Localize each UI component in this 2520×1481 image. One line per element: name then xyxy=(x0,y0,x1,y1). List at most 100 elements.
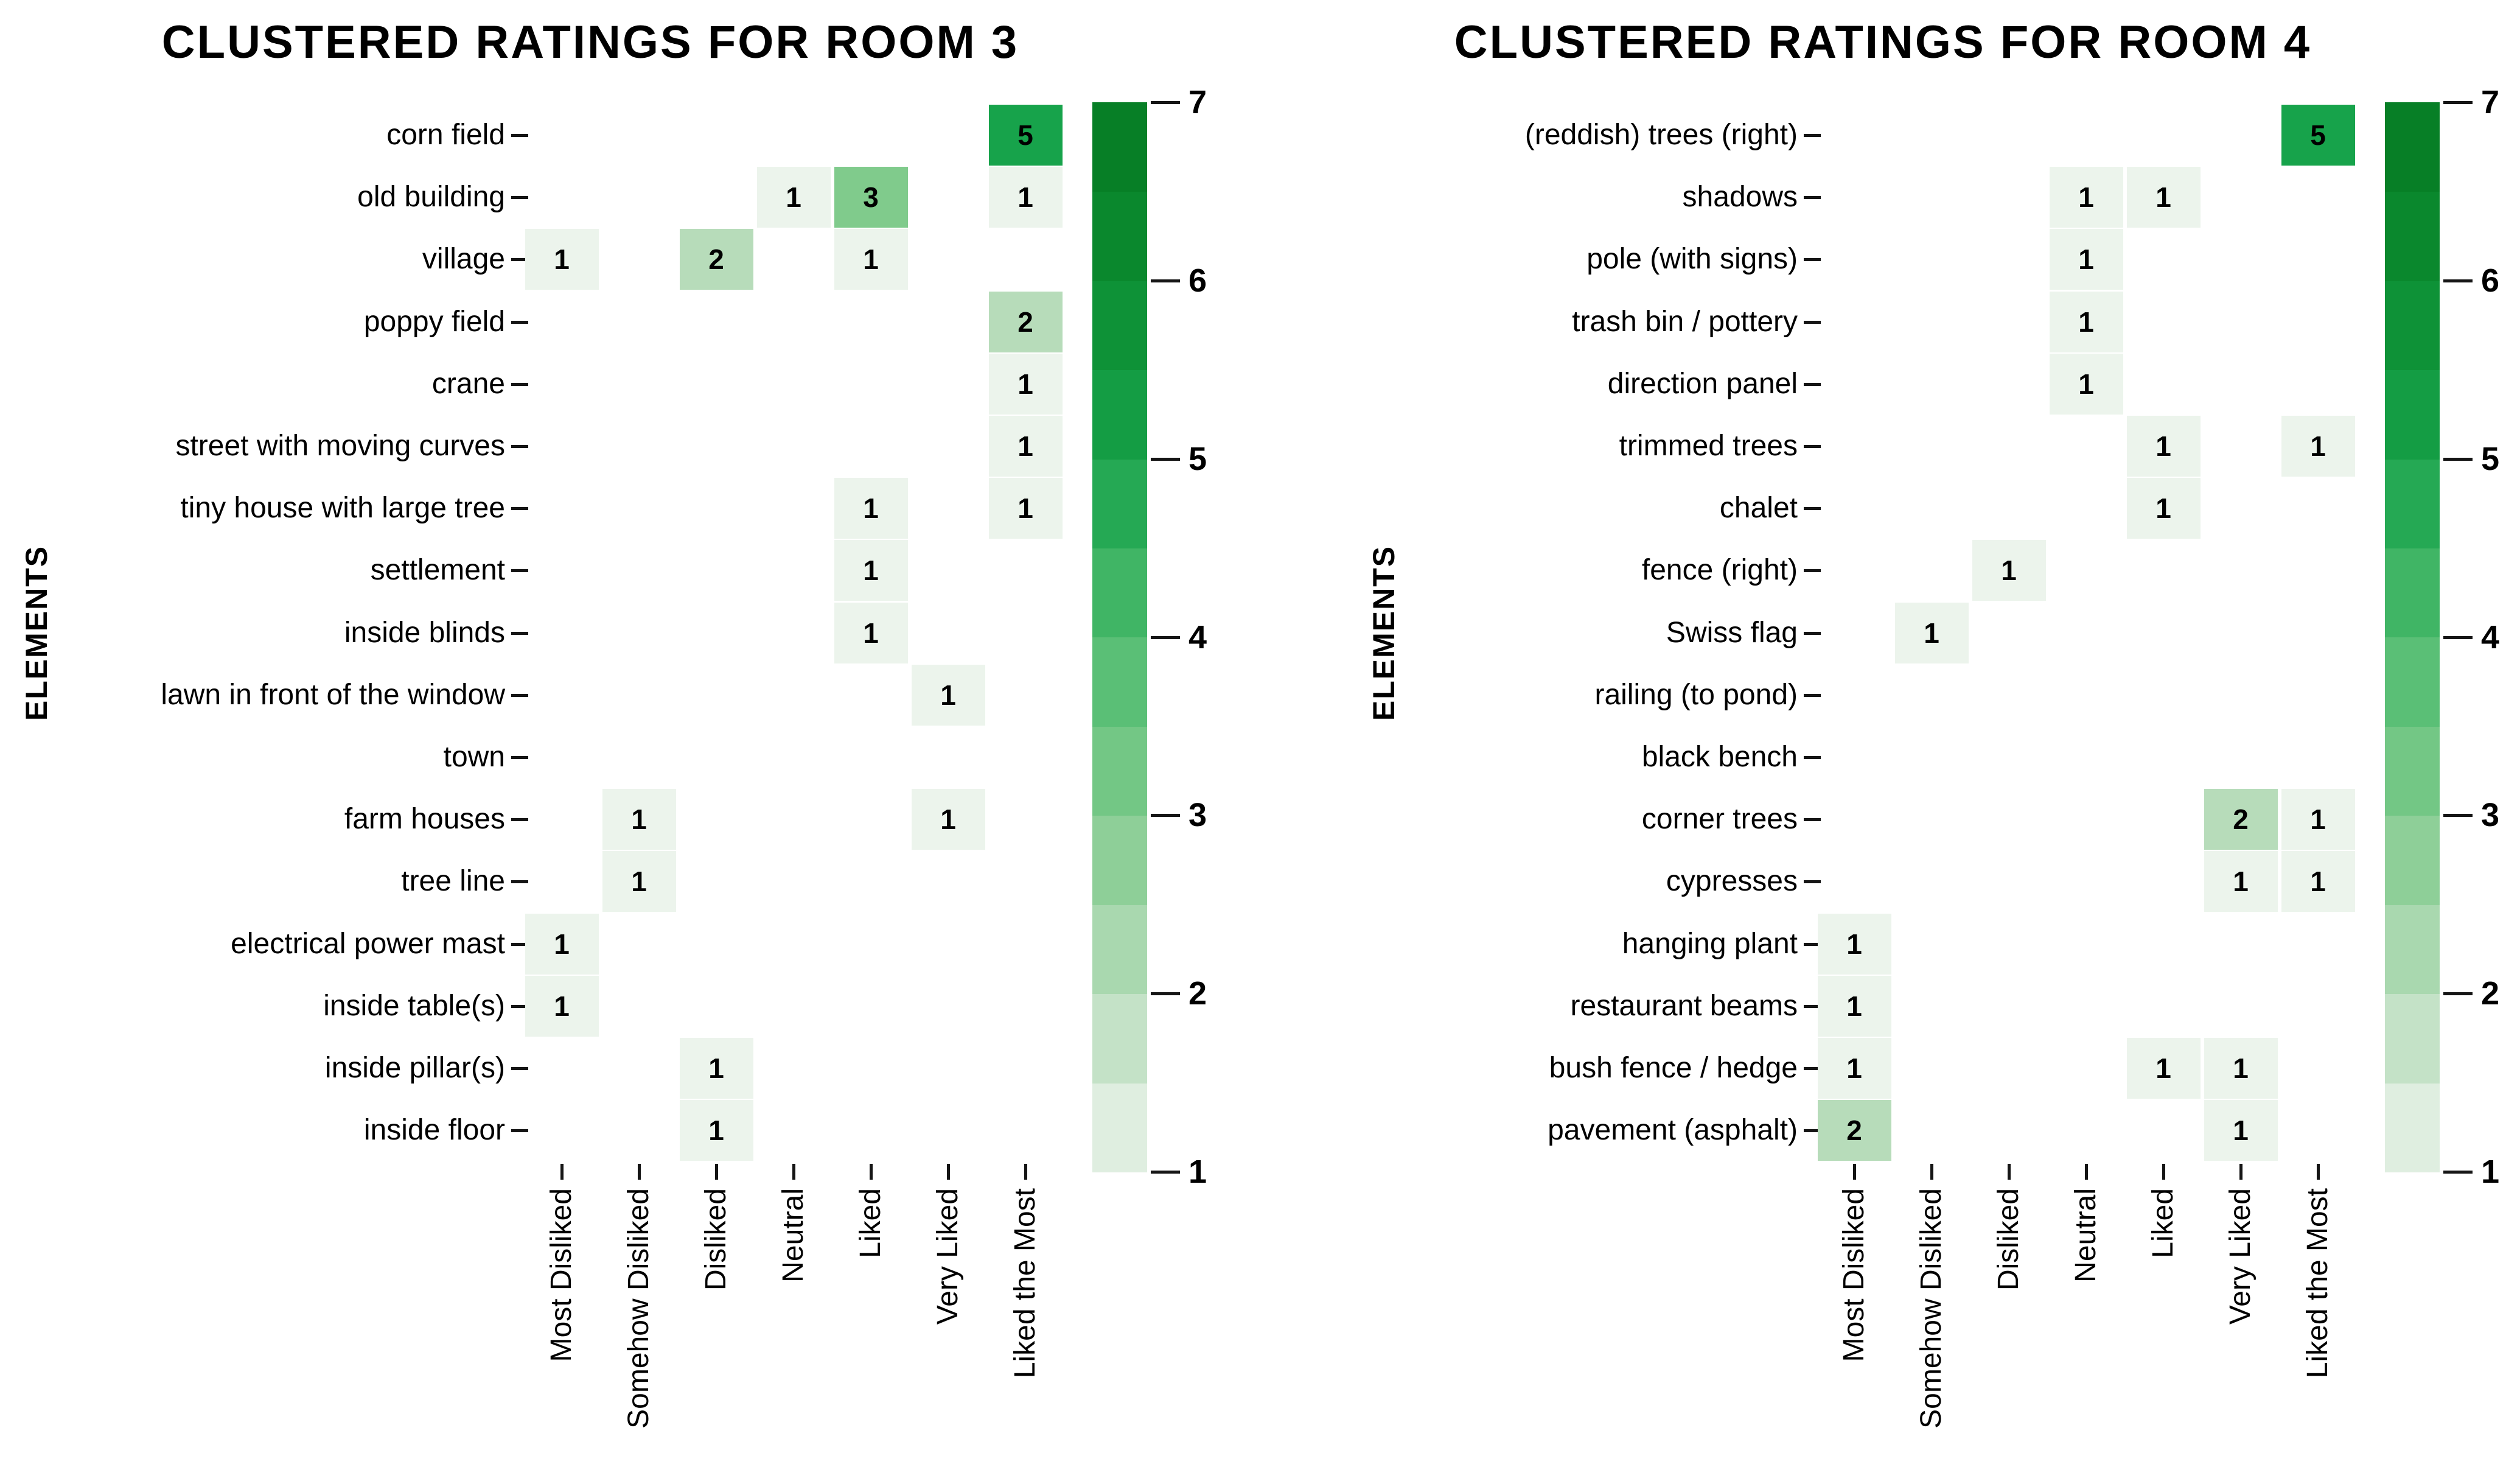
colorbar-tick-label: 5 xyxy=(1188,440,1207,477)
row-label: restaurant beams xyxy=(1570,989,1798,1022)
y-tick-mark xyxy=(1804,445,1821,448)
x-tick-mark xyxy=(870,1164,873,1180)
x-tick-mark xyxy=(2317,1164,2320,1180)
colorbar-tick-label: 1 xyxy=(1188,1154,1207,1190)
y-tick-mark xyxy=(511,942,528,946)
colorbar-tick-mark xyxy=(1151,814,1180,818)
colorbar-band xyxy=(1092,993,1147,1084)
heatmap-cell: 1 xyxy=(2126,1038,2201,1099)
colorbar-band xyxy=(2385,280,2440,371)
plot-area: corn field old building village poppy field… xyxy=(0,0,1227,1481)
heatmap-cell: 1 xyxy=(834,478,908,539)
row-label: crane xyxy=(431,367,505,400)
row-label: trash bin / pottery xyxy=(1572,305,1798,338)
heatmap-cell: 3 xyxy=(834,167,908,228)
row-label: direction panel xyxy=(1607,367,1798,400)
colorbar-tick-label: 3 xyxy=(2481,797,2500,834)
row-label: bush fence / hedge xyxy=(1549,1052,1798,1084)
x-tick-mark xyxy=(2239,1164,2243,1180)
x-tick-label: Most Disliked xyxy=(545,1188,578,1362)
colorbar-band xyxy=(1092,815,1147,905)
row-label: inside blinds xyxy=(344,616,505,649)
row-label: Swiss flag xyxy=(1666,616,1798,649)
heatmap-cell: 1 xyxy=(1817,913,1891,975)
colorbar-tick-mark xyxy=(2443,279,2473,282)
heatmap-cell: 1 xyxy=(756,167,831,228)
y-tick-mark xyxy=(511,382,528,386)
x-tick-mark xyxy=(1930,1164,1933,1180)
colorbar-tick-label: 7 xyxy=(1188,84,1207,121)
colorbar-tick-label: 2 xyxy=(1188,975,1207,1012)
colorbar-band xyxy=(2385,548,2440,638)
heatmap-cell: 2 xyxy=(679,229,753,290)
row-label: chalet xyxy=(1719,492,1798,525)
colorbar-tick-mark xyxy=(1151,992,1180,996)
colorbar-tick-label: 1 xyxy=(2481,1154,2500,1190)
colorbar-band xyxy=(2385,726,2440,816)
colorbar-tick-label: 6 xyxy=(1188,262,1207,299)
row-label: fence (right) xyxy=(1641,554,1798,587)
heatmap-cell: 5 xyxy=(988,105,1063,166)
row-label: inside floor xyxy=(363,1114,505,1147)
y-tick-mark xyxy=(511,880,528,884)
heatmap-cell: 1 xyxy=(2126,416,2201,477)
y-tick-mark xyxy=(511,1129,528,1133)
colorbar-band xyxy=(2385,993,2440,1084)
y-tick-mark xyxy=(1804,320,1821,324)
x-tick-mark xyxy=(560,1164,564,1180)
y-tick-mark xyxy=(511,631,528,635)
y-tick-mark xyxy=(511,756,528,759)
x-tick-label: Very Liked xyxy=(932,1188,964,1325)
heatmap-cell: 1 xyxy=(2204,851,2278,912)
y-tick-mark xyxy=(1804,196,1821,200)
row-label: poppy field xyxy=(363,305,505,338)
x-tick-mark xyxy=(947,1164,950,1180)
colorbar-band xyxy=(1092,637,1147,727)
row-label: trimmed trees xyxy=(1619,430,1798,462)
colorbar-band xyxy=(1092,458,1147,549)
row-label: street with moving curves xyxy=(175,430,505,462)
heatmap-cell: 1 xyxy=(2049,353,2123,415)
row-label: settlement xyxy=(370,554,505,587)
y-tick-mark xyxy=(511,320,528,324)
y-tick-mark xyxy=(1804,1004,1821,1008)
y-tick-mark xyxy=(511,196,528,200)
row-label: hanging plant xyxy=(1622,927,1798,960)
row-label: lawn in front of the window xyxy=(161,678,505,711)
heatmap-cell: 1 xyxy=(2049,167,2123,228)
heatmap-cell: 5 xyxy=(2281,105,2355,166)
y-tick-mark xyxy=(1804,756,1821,759)
colorbar-tick-mark xyxy=(1151,279,1180,282)
colorbar-band xyxy=(1092,280,1147,371)
row-label: railing (to pond) xyxy=(1594,678,1798,711)
x-tick-label: Most Disliked xyxy=(1838,1188,1870,1362)
x-tick-label: Somehow Disliked xyxy=(1915,1188,1947,1429)
heatmap-cell: 1 xyxy=(525,229,599,290)
x-tick-mark xyxy=(2008,1164,2011,1180)
heatmap-cell: 1 xyxy=(2281,851,2355,912)
colorbar-band xyxy=(2385,904,2440,995)
heatmap-cell: 1 xyxy=(834,540,908,601)
colorbar-tick-mark xyxy=(1151,635,1180,639)
row-label: old building xyxy=(357,181,505,214)
chart-title: CLUSTERED RATINGS FOR ROOM 3 xyxy=(161,16,1019,68)
y-tick-mark xyxy=(1804,942,1821,946)
row-label: farm houses xyxy=(344,803,505,836)
colorbar-tick-label: 7 xyxy=(2481,84,2500,121)
colorbar-band xyxy=(2385,1082,2440,1172)
colorbar-tick-mark xyxy=(2443,992,2473,996)
y-tick-mark xyxy=(511,445,528,448)
x-tick-label: Neutral xyxy=(777,1188,809,1283)
row-label: tiny house with large tree xyxy=(180,492,505,525)
heatmap-cell: 2 xyxy=(2204,789,2278,850)
colorbar-band xyxy=(2385,637,2440,727)
colorbar-tick-label: 2 xyxy=(2481,975,2500,1012)
chart-panel-room3: CLUSTERED RATINGS FOR ROOM 3 ELEMENTS co… xyxy=(0,0,1227,1481)
heatmap-cell: 1 xyxy=(988,416,1063,477)
y-tick-mark xyxy=(1804,569,1821,573)
heatmap-cell: 1 xyxy=(679,1038,753,1099)
heatmap-cell: 1 xyxy=(2126,167,2201,228)
y-tick-mark xyxy=(1804,693,1821,697)
heatmap-cell: 2 xyxy=(1817,1100,1891,1161)
y-tick-mark xyxy=(1804,507,1821,511)
